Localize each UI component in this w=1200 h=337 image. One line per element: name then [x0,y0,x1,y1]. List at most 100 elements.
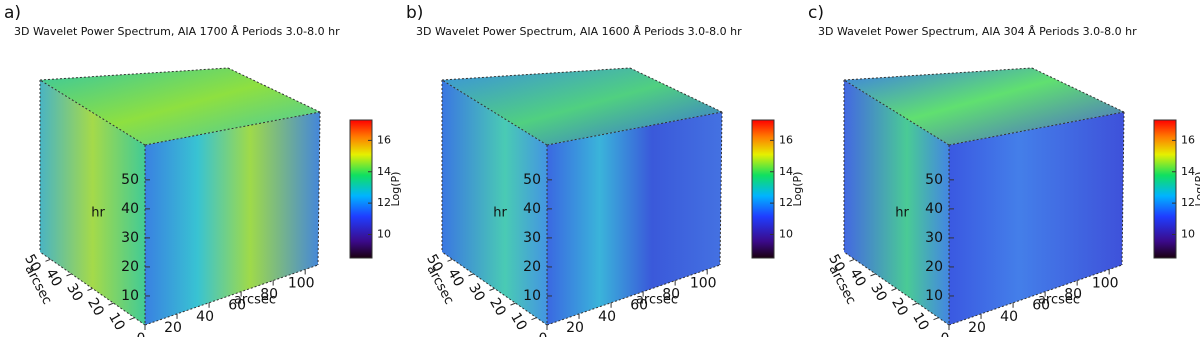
colorbar-tick-label: 16 [779,133,793,146]
x-tick-label: 20 [968,320,986,336]
cube-edge [39,67,229,81]
colorbar-tick-label: 14 [779,165,793,178]
x-tick-label: 60 [1032,298,1050,314]
panel-label: c) [808,3,824,23]
z-axis-label: hr [895,206,909,221]
x-tick-label: 80 [1064,287,1082,303]
y-tick-label: 50 [21,252,44,275]
y-tick [468,273,474,277]
z-tick-label: 50 [925,172,943,188]
cube-edge [843,67,1033,81]
y-tick [531,317,537,321]
x-tick-label: 0 [137,331,146,337]
z-tick-label: 10 [925,288,943,304]
cube-left-face [442,80,547,325]
y-tick [87,288,93,291]
panel: b) 3D Wavelet Power Spectrum, AIA 1600 Å … [406,3,804,337]
z-tick-label: 50 [523,172,541,188]
y-tick-label: 20 [84,295,107,318]
x-tick-label: 0 [539,331,548,337]
y-tick-label: 30 [465,281,488,304]
y-tick-label: 40 [846,266,869,289]
y-tick-label: 10 [909,310,932,333]
z-tick-label: 40 [121,201,139,217]
z-tick-label: 30 [925,230,943,246]
z-tick-label: 40 [925,201,943,217]
x-tick-label: 40 [1000,309,1018,325]
colorbar-tick-label: 10 [1181,227,1195,240]
cube-edge [441,79,548,146]
z-tick-label: 20 [121,259,139,275]
cube-edge [441,67,631,81]
y-tick-label: 40 [42,266,65,289]
x-tick-label: 40 [196,309,214,325]
x-axis-label: arcsec [1038,293,1080,308]
x-axis-label: arcsec [636,293,678,308]
y-tick [891,288,897,291]
x-tick-label: 100 [1092,275,1119,291]
z-axis-label: hr [91,206,105,221]
panel-title: 3D Wavelet Power Spectrum, AIA 1600 Å Pe… [416,25,742,38]
colorbar-tick-label: 14 [1181,165,1195,178]
cube-edge [629,67,723,113]
z-tick-label: 50 [121,172,139,188]
z-tick-label: 20 [523,259,541,275]
x-tick-label: 60 [630,298,648,314]
colorbar [349,119,373,259]
y-tick [447,258,453,262]
y-tick-label: 50 [825,252,848,275]
cube-edge [1121,111,1125,266]
z-tick-label: 30 [523,230,541,246]
colorbar-tick-label: 10 [779,227,793,240]
x-tick-label: 100 [288,275,315,291]
cube-edge [948,111,1125,146]
panel-title: 3D Wavelet Power Spectrum, AIA 1700 Å Pe… [14,25,340,38]
colorbar-tick-label: 12 [1181,196,1195,209]
y-tick-label: 30 [867,281,890,304]
cube-edge [144,264,319,326]
x-axis-label: arcsec [234,293,276,308]
panel-label: a) [4,3,21,23]
z-tick-label: 10 [523,288,541,304]
colorbar-tick-label: 16 [377,133,391,146]
y-tick-label: 30 [63,281,86,304]
colorbar-label: Log(P) [1193,172,1200,207]
cube-top-face [442,68,722,145]
z-tick-label: 30 [121,230,139,246]
colorbar-tick-label: 12 [377,196,391,209]
y-tick-label: 20 [888,295,911,318]
colorbar-label: Log(P) [389,172,402,207]
y-tick-label: 20 [486,295,509,318]
cube-edge [1031,67,1125,113]
cube-left-face [844,80,949,325]
colorbar-tick-label: 16 [1181,133,1195,146]
cube-left-face [40,80,145,325]
y-tick-label: 10 [105,310,128,333]
y-tick [912,302,918,306]
y-tick [489,288,495,291]
colorbar-tick-label: 12 [779,196,793,209]
cube-front-face [547,112,722,325]
panel: a) 3D Wavelet Power Spectrum, AIA 1700 Å … [4,3,402,337]
cube-edge [144,111,321,146]
panel: c) 3D Wavelet Power Spectrum, AIA 304 Å P… [808,3,1200,337]
cube-edge [39,79,146,146]
cube-edge [843,79,950,146]
y-tick-label: 10 [507,310,530,333]
y-tick [129,317,135,321]
x-tick-label: 0 [941,331,950,337]
z-tick-label: 10 [121,288,139,304]
cube-edge [546,264,721,326]
colorbar-label: Log(P) [791,172,804,207]
cube-edge [948,264,1123,326]
x-tick-label: 60 [228,298,246,314]
x-tick-label: 20 [566,320,584,336]
panel-label: b) [406,3,423,23]
y-tick [849,258,855,262]
cube-edge [317,111,321,266]
y-tick [45,258,51,262]
z-axis-label: hr [493,206,507,221]
x-tick-label: 20 [164,320,182,336]
z-tick-label: 20 [925,259,943,275]
